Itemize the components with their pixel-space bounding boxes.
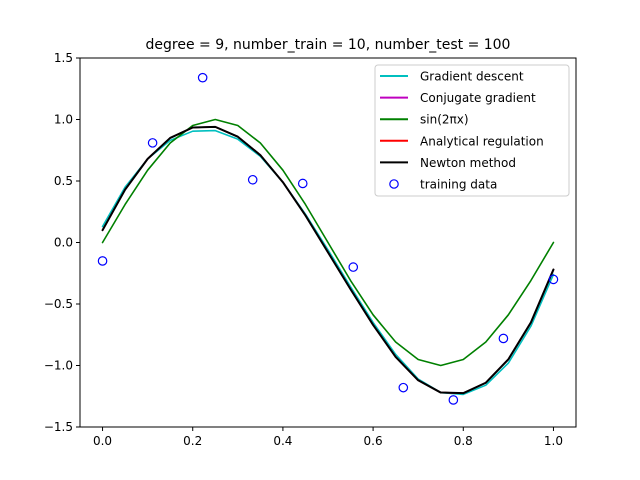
training-data-point bbox=[548, 274, 559, 285]
training-data-point bbox=[197, 72, 208, 83]
series-lines bbox=[101, 118, 555, 396]
training-data-point bbox=[247, 174, 258, 185]
training-data-point bbox=[348, 262, 359, 272]
training-data-points bbox=[97, 72, 559, 405]
y-tick-label: 0.5 bbox=[54, 174, 73, 188]
plot-area bbox=[97, 72, 559, 405]
legend-label: sin(2πx) bbox=[420, 113, 469, 127]
y-tick-label: 0.0 bbox=[54, 236, 73, 250]
legend-entry-training-data: training data bbox=[389, 178, 497, 192]
x-tick-label: 0.0 bbox=[93, 434, 112, 448]
legend-entry-sin-2-x: sin(2πx) bbox=[380, 113, 469, 127]
x-tick-label: 1.0 bbox=[544, 434, 563, 448]
x-tick-label: 0.2 bbox=[183, 434, 202, 448]
legend-label: training data bbox=[420, 178, 497, 192]
chart-title: degree = 9, number_train = 10, number_te… bbox=[146, 37, 511, 53]
legend-label: Conjugate gradient bbox=[420, 91, 536, 105]
series-line-sin-2-x bbox=[101, 118, 555, 367]
series-line-newton-method bbox=[101, 125, 555, 395]
axes: 0.0 0.2 0.4 0.6 0.8 1.0 −1.5 −1.0 −0.5 0.0 0.5 1.0 1… bbox=[44, 51, 577, 448]
x-tick-label: 0.6 bbox=[364, 434, 383, 448]
legend-box bbox=[374, 64, 570, 197]
legend-entry-conjugate-gradient: Conjugate gradient bbox=[380, 91, 536, 105]
legend-label: Gradient descent bbox=[420, 70, 524, 84]
legend-entry-newton-method: Newton method bbox=[380, 156, 516, 170]
training-data-point bbox=[498, 333, 509, 344]
y-tick-label: −1.5 bbox=[44, 420, 73, 434]
legend: Gradient descent Conjugate gradient sin(2π… bbox=[374, 64, 570, 197]
training-data-point bbox=[297, 178, 308, 189]
legend-entry-gradient-descent: Gradient descent bbox=[380, 70, 524, 84]
legend-entry-analytical-regulation: Analytical regulation bbox=[380, 134, 544, 148]
legend-swatch bbox=[389, 179, 399, 189]
legend-label: Newton method bbox=[420, 156, 516, 170]
legend-label: Analytical regulation bbox=[420, 134, 544, 148]
training-data-point bbox=[97, 256, 108, 266]
y-tick-label: −1.0 bbox=[44, 359, 73, 373]
x-tick-label: 0.8 bbox=[454, 434, 473, 448]
training-data-point bbox=[448, 395, 459, 405]
y-tick-label: −0.5 bbox=[44, 297, 73, 311]
x-tick-label: 0.4 bbox=[273, 434, 292, 448]
y-tick-label: 1.5 bbox=[54, 51, 73, 65]
y-tick-label: 1.0 bbox=[54, 113, 73, 127]
training-data-point bbox=[147, 138, 158, 148]
training-data-point bbox=[398, 382, 409, 393]
